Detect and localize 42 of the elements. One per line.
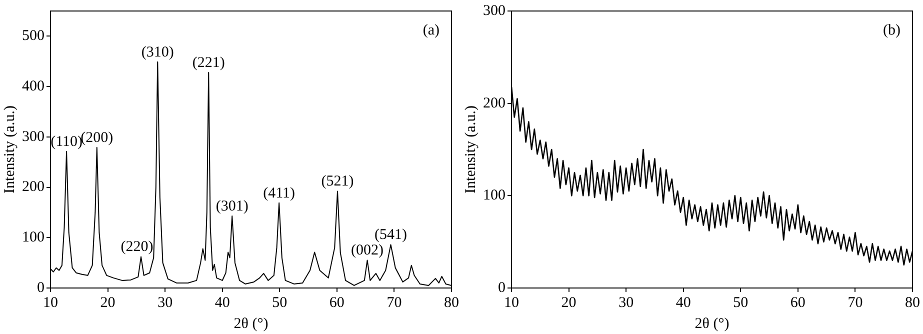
x-tick-label: 30: [618, 294, 634, 311]
x-tick-label: 10: [504, 294, 519, 311]
annotation: (221): [192, 54, 225, 71]
x-tick-label: 60: [329, 294, 344, 311]
annotation: (b): [883, 22, 900, 38]
y-tick-label: 200: [22, 179, 44, 196]
x-tick-label: 40: [676, 294, 691, 311]
annotation: (002): [351, 242, 384, 259]
x-tick-label: 40: [214, 294, 230, 311]
annotation: (301): [216, 198, 248, 214]
annotation: (310): [141, 44, 174, 60]
y-tick-label: 300: [483, 2, 506, 19]
y-tick-label: 500: [22, 28, 44, 44]
annotation: (a): [422, 22, 440, 38]
x-tick-label: 30: [158, 294, 173, 311]
x-axis-title: 2θ (°): [694, 316, 730, 332]
x-tick-label: 20: [561, 294, 576, 311]
y-tick-label: 0: [37, 280, 44, 296]
x-tick-label: 80: [905, 294, 920, 311]
y-tick-label: 0: [498, 280, 506, 296]
x-tick-label: 70: [848, 294, 863, 311]
x-tick-label: 80: [444, 294, 459, 311]
annotation: (200): [80, 130, 114, 146]
annotation: (521): [321, 174, 354, 190]
y-tick-label: 400: [22, 78, 44, 94]
x-tick-label: 50: [272, 294, 288, 311]
y-tick-label: 200: [483, 95, 506, 112]
y-tick-label: 300: [22, 128, 44, 145]
y-axis-title: Intensity (a.u.): [462, 106, 479, 194]
annotation: (411): [263, 185, 296, 202]
x-tick-label: 60: [790, 294, 806, 311]
x-axis-title: 2θ (°): [234, 316, 268, 332]
y-tick-label: 100: [483, 188, 506, 204]
x-tick-label: 20: [100, 294, 116, 311]
annotation: (541): [374, 227, 408, 244]
y-axis-title: Intensity (a.u.): [2, 106, 18, 194]
annotation: (220): [120, 239, 154, 256]
annotation: (110): [50, 134, 83, 150]
x-tick-label: 10: [43, 294, 58, 311]
x-tick-label: 50: [733, 294, 748, 311]
y-tick-label: 100: [22, 230, 44, 246]
x-tick-label: 70: [386, 294, 402, 311]
